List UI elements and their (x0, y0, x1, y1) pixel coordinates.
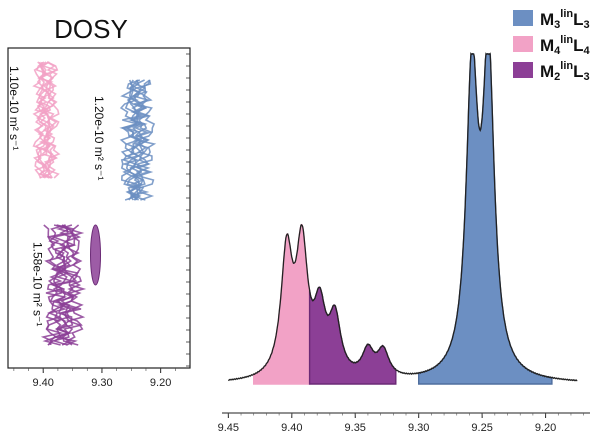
dosy-x-tick-label: 9.40 (33, 377, 54, 389)
dosy-contour-m2a-line (61, 224, 87, 346)
dosy-contour-m2a-line (58, 224, 85, 346)
dosy-contour-m2a-line (49, 224, 72, 346)
dosy-label-m3: 1.20e-10 m² s⁻¹ (92, 96, 106, 180)
spectrum-trace (228, 52, 578, 382)
dosy-contour-m2a (40, 224, 87, 346)
spectrum-x-tick-label: 9.35 (345, 422, 366, 434)
spectrum-area-m3linl3 (418, 53, 553, 385)
legend-label: M3linL3 (540, 8, 590, 31)
dosy-contour-m3-line (132, 79, 154, 201)
legend-swatch (513, 62, 533, 78)
legend-label: M2linL3 (540, 60, 590, 83)
dosy-contour-m3-line (133, 79, 157, 201)
spectrum-x-tick-label: 9.25 (471, 422, 492, 434)
dosy-label-m2: 1.58e-10 m² s⁻¹ (31, 242, 45, 326)
dosy-title: DOSY (54, 14, 128, 44)
dosy-label-m4: 1.10e-10 m² s⁻¹ (7, 66, 21, 150)
dosy-contour-m4 (32, 61, 61, 179)
spectrum-area-m2linl3 (308, 286, 397, 385)
dosy-contour-m3-line (127, 79, 143, 201)
dosy-contour-m2b (90, 224, 102, 286)
dosy-frame (7, 47, 191, 369)
spectrum-panel: 9.45 9.40 9.35 9.30 9.25 9.20 (218, 52, 590, 434)
dosy-x-tick-label: 9.30 (91, 377, 112, 389)
spectrum-area-m4linl4 (253, 223, 311, 385)
dosy-contour-m4-line (43, 61, 61, 179)
legend-swatch (513, 36, 533, 52)
dosy-x-tick-label: 9.20 (150, 377, 171, 389)
dosy-panel: DOSY 9.40 9.30 9.20 1.10e-10 m² s⁻¹ 1.20e-10 … (7, 14, 191, 389)
legend-swatch (513, 10, 533, 26)
legend-label: M4linL4 (540, 34, 591, 57)
spectrum-x-tick-label: 9.20 (535, 422, 556, 434)
legend-entry-m4linl4: M4linL4 (513, 34, 591, 57)
spectrum-x-tick-label: 9.45 (218, 422, 239, 434)
legend-entry-m3linl3: M3linL3 (513, 8, 590, 31)
dosy-contour-m2a-line (54, 224, 78, 346)
legend: M3linL3 M4linL4 M2linL3 (513, 8, 591, 83)
spectrum-x-tick-label: 9.40 (281, 422, 302, 434)
spectrum-x-tick-label: 9.30 (408, 422, 429, 434)
dosy-contour-m3 (119, 79, 157, 201)
legend-entry-m2linl3: M2linL3 (513, 60, 590, 83)
